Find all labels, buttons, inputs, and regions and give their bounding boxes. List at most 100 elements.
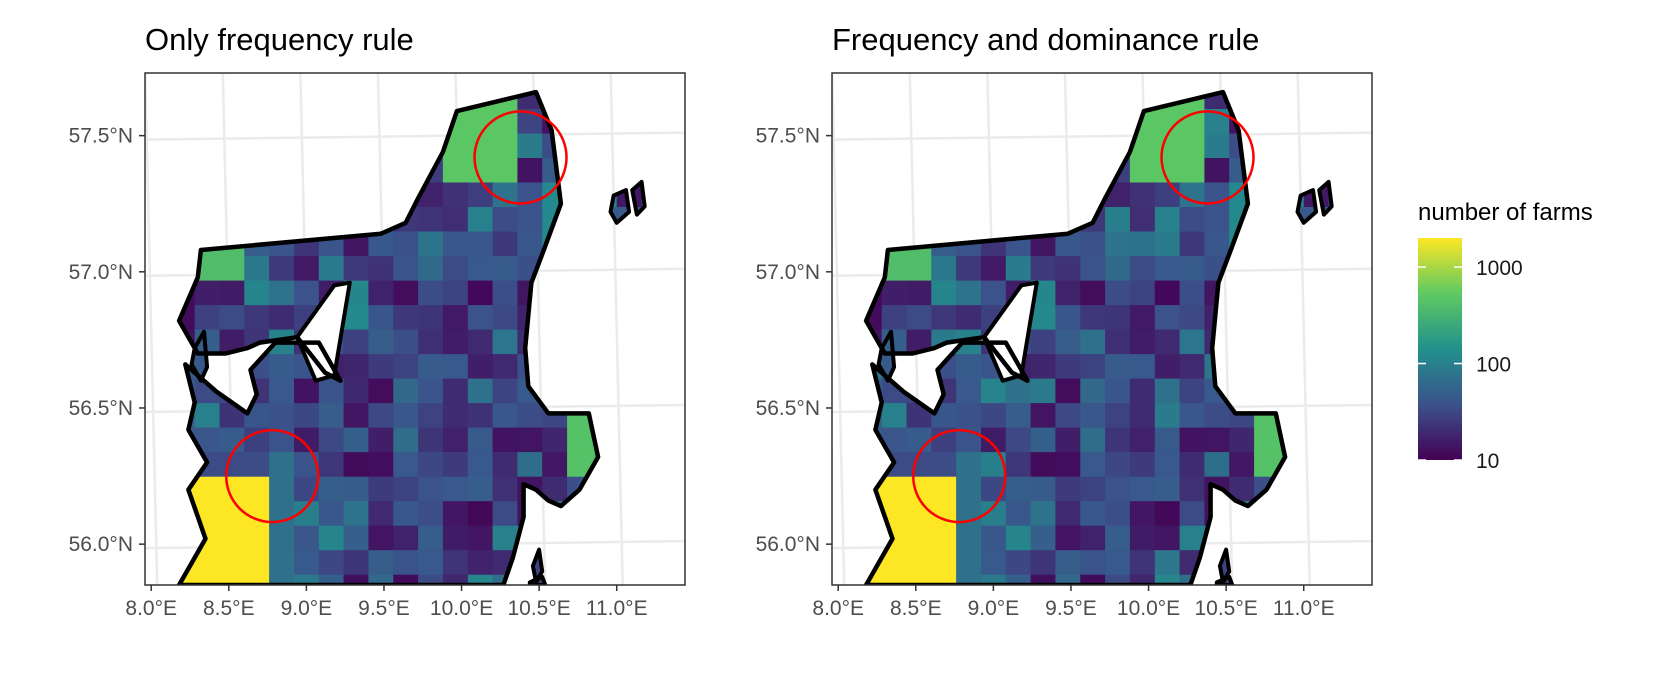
raster-cell [1254, 329, 1280, 355]
x-tick-label: 9.5°E [1045, 597, 1097, 620]
raster-cell [641, 329, 645, 355]
raster-cell [442, 402, 469, 428]
raster-cell [318, 476, 345, 502]
raster-cell [956, 255, 982, 281]
raster-cell [1204, 157, 1230, 183]
raster-cell [1278, 525, 1305, 551]
raster-cell [616, 255, 643, 281]
raster-cell [343, 92, 369, 109]
raster-cell [269, 92, 295, 109]
raster-cell [956, 525, 982, 551]
raster-cell [1278, 476, 1305, 502]
raster-cell [343, 476, 369, 502]
raster-cell [467, 427, 494, 453]
raster-cell [1154, 255, 1181, 281]
raster-cell [418, 427, 444, 453]
raster-cell [1254, 525, 1280, 551]
raster-cell [269, 353, 295, 379]
raster-cell [1030, 549, 1056, 575]
raster-cell [1154, 181, 1181, 207]
raster-cell [1229, 59, 1254, 84]
raster-cell [881, 132, 908, 158]
raster-cell [906, 255, 932, 281]
raster-cell [1328, 280, 1332, 306]
raster-cell [468, 59, 493, 84]
raster-cell [956, 353, 982, 379]
raster-cell [1105, 427, 1131, 453]
raster-cell [368, 402, 394, 428]
raster-cell [1303, 304, 1330, 330]
raster-cell [567, 525, 593, 551]
raster-cell [591, 255, 618, 281]
raster-cell [956, 451, 982, 477]
raster-cell [956, 402, 982, 428]
raster-cell [492, 402, 518, 428]
raster-cell [567, 353, 593, 379]
raster-cell [343, 378, 369, 404]
y-tick-label: 57.5°N [69, 125, 133, 148]
raster-cell [1204, 402, 1230, 428]
raster-cell [294, 92, 320, 109]
raster-cell [542, 329, 568, 355]
raster-cell [1328, 206, 1332, 232]
raster-cell [641, 476, 645, 502]
highlight-circle [224, 428, 320, 524]
raster-cell [244, 574, 270, 585]
raster-cell [641, 108, 645, 134]
raster-cell [467, 255, 494, 281]
raster-cell [1303, 329, 1330, 355]
raster-cell [492, 206, 518, 232]
raster-cell [956, 476, 982, 502]
raster-cell [1254, 549, 1280, 575]
raster-cell [467, 353, 494, 379]
raster-cell [866, 157, 883, 183]
raster-cell [857, 59, 882, 84]
raster-cell [866, 108, 883, 134]
raster-cell [956, 304, 982, 330]
raster-cell [1030, 92, 1056, 109]
raster-cell [194, 132, 221, 158]
island-outline [608, 188, 632, 225]
raster-cell [1030, 427, 1056, 453]
raster-cell [393, 280, 419, 306]
raster-cell [616, 378, 643, 404]
raster-cell [931, 451, 957, 477]
raster-cell [1229, 255, 1255, 281]
panel-title: Frequency and dominance rule [832, 22, 1259, 57]
raster-cell [517, 132, 543, 158]
raster-cell [343, 181, 369, 207]
raster-cell [179, 255, 196, 281]
raster-cell [1328, 476, 1332, 502]
raster-cell [981, 574, 1007, 585]
raster-cell [1105, 402, 1131, 428]
raster-cell [1129, 255, 1156, 281]
raster-cell [616, 574, 643, 585]
x-tick-label: 9.5°E [358, 597, 410, 620]
grid-line [1296, 73, 1311, 585]
raster-cell [442, 231, 469, 257]
raster-cell [1328, 378, 1332, 404]
y-tick-label: 56.0°N [756, 533, 820, 556]
raster-cell [294, 280, 320, 306]
raster-cell [179, 92, 196, 109]
raster-cell [393, 92, 419, 109]
raster-cell [467, 500, 494, 526]
raster-cell [442, 181, 469, 207]
raster-cell [567, 574, 593, 585]
raster-cell [1005, 574, 1032, 585]
highlight-circle [911, 428, 1007, 524]
raster-cell [393, 476, 419, 502]
raster-cell [244, 476, 270, 502]
raster-cell [343, 500, 369, 526]
raster-cell [1080, 378, 1106, 404]
y-tick-label: 57.0°N [756, 261, 820, 284]
raster-cell [1105, 108, 1131, 134]
raster-cell [1303, 378, 1330, 404]
raster-cell [981, 476, 1007, 502]
raster-cell [269, 525, 295, 551]
raster-cell [418, 353, 444, 379]
raster-cell [219, 181, 245, 207]
raster-cell [179, 132, 196, 158]
raster-cell [1229, 280, 1255, 306]
raster-cell [591, 378, 618, 404]
